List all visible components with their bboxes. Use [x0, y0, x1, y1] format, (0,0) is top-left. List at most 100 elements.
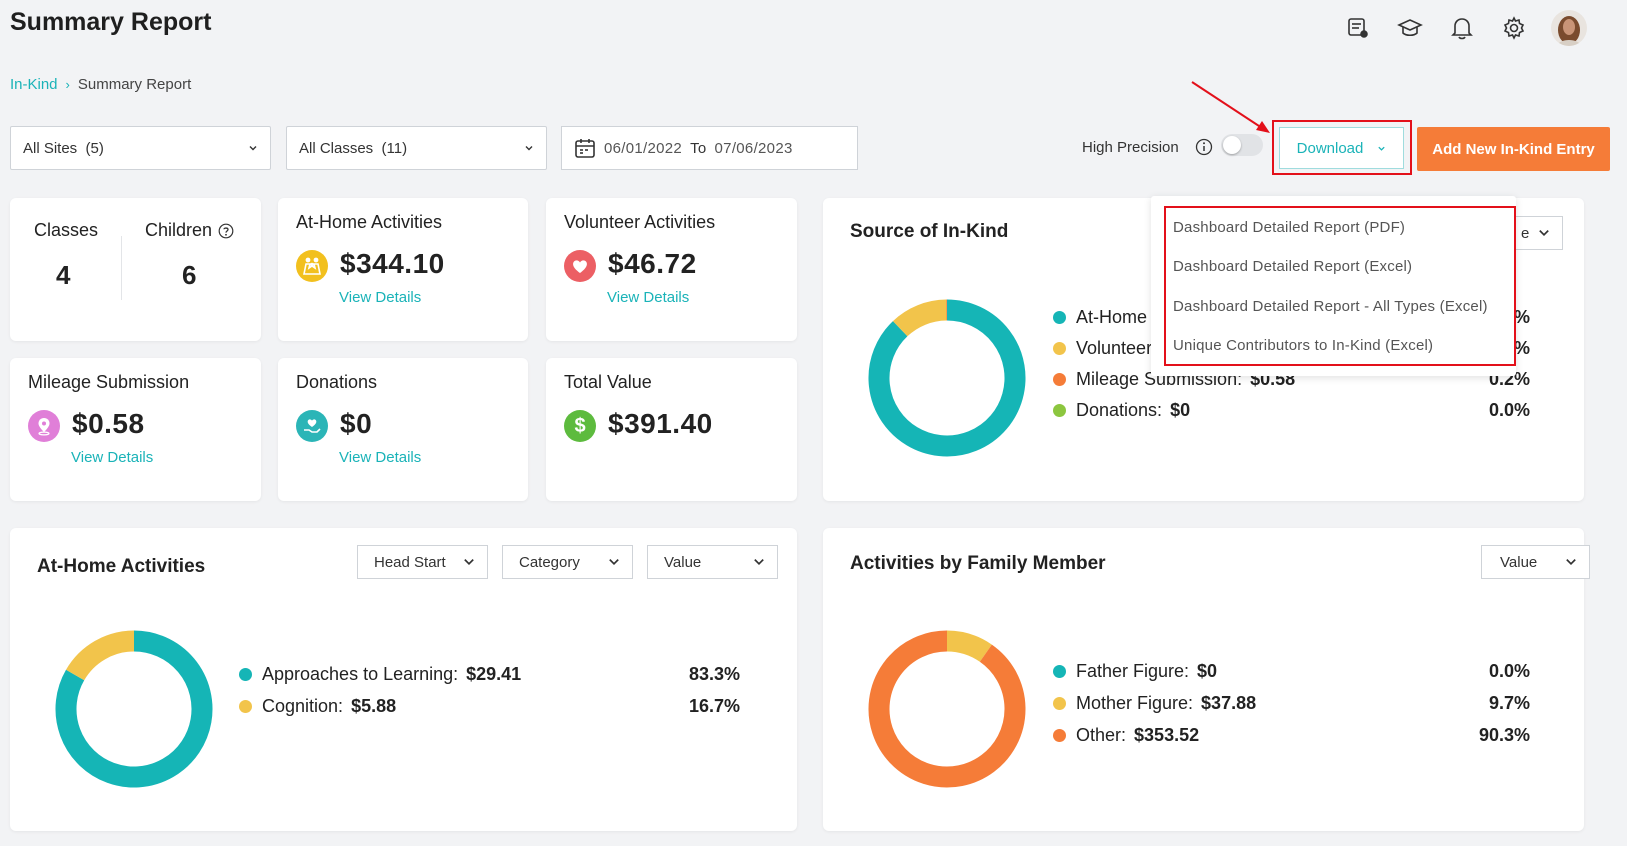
volunteer-view-details-link[interactable]: View Details [607, 289, 690, 306]
total-value-card: Total Value $ $391.40 [546, 358, 797, 501]
donations-card-title: Donations [296, 372, 378, 392]
family-legend-label: Father Figure: [1076, 661, 1190, 681]
at-home-view-details-link[interactable]: View Details [339, 289, 422, 306]
family-legend-item: Father Figure: $0 [1053, 661, 1217, 682]
at-home-donut-slice [66, 630, 135, 681]
chevron-down-icon [1566, 559, 1576, 565]
children-label-group: Children [145, 220, 234, 241]
menu-item-excel-report[interactable]: Dashboard Detailed Report (Excel) [1173, 258, 1413, 275]
at-home-legend-value: $5.88 [351, 696, 397, 716]
sites-select[interactable]: All Sites (5) [10, 126, 271, 170]
gear-icon[interactable] [1499, 13, 1529, 43]
at-home-donut-chart [55, 630, 213, 788]
classes-value: 4 [56, 260, 71, 290]
total-value-card-title: Total Value [564, 372, 652, 392]
volunteer-amount: $46.72 [608, 248, 697, 279]
source-legend-dot [1053, 373, 1066, 386]
download-button[interactable]: Download [1279, 127, 1404, 169]
source-legend-dot [1053, 311, 1066, 324]
report-icon[interactable] [1343, 13, 1373, 43]
at-home-card-title: At-Home Activities [296, 212, 443, 232]
source-donut-chart [868, 299, 1026, 457]
chevron-down-icon [249, 146, 257, 151]
high-precision-label: High Precision [1082, 139, 1179, 156]
source-legend-percent: 0.0% [1488, 400, 1530, 420]
category-select-value: Category [519, 553, 580, 571]
chevron-down-icon [609, 559, 619, 565]
volunteer-card: Volunteer Activities $46.72 View Details [546, 198, 797, 341]
family-legend-percent: 0.0% [1488, 661, 1530, 681]
family-select-value: Value [1500, 553, 1538, 571]
info-icon[interactable] [1195, 138, 1213, 156]
graduation-cap-icon[interactable] [1395, 13, 1425, 43]
source-legend-item: At-Home [1053, 307, 1147, 328]
avatar[interactable] [1551, 10, 1587, 46]
family-donut-slice [868, 630, 1026, 788]
family-legend-dot [1053, 697, 1066, 710]
children-label: Children [145, 220, 213, 240]
classes-select-value: All Classes (11) [299, 139, 408, 157]
high-precision-toggle[interactable] [1221, 134, 1263, 156]
chevron-down-icon [464, 559, 474, 565]
volunteer-card-title: Volunteer Activities [564, 212, 716, 232]
source-donut-slice [868, 299, 1026, 457]
page-title: Summary Report [10, 8, 212, 36]
family-legend-label: Other: [1076, 725, 1127, 745]
at-home-legend-value: $29.41 [466, 664, 522, 684]
add-in-kind-entry-button[interactable]: Add New In-Kind Entry [1417, 127, 1610, 171]
children-value: 6 [182, 260, 197, 290]
source-legend-label: Volunteer [1076, 338, 1153, 358]
source-legend-item: Volunteer [1053, 338, 1152, 359]
family-member-chart-card: Activities by Family Member Value Father… [823, 528, 1590, 831]
family-icon [296, 250, 328, 282]
top-toolbar [1343, 10, 1587, 46]
classes-children-card: Classes 4 Children 6 [10, 198, 261, 341]
download-dropdown-menu [1151, 196, 1516, 376]
date-from: 06/01/2022 [604, 139, 683, 157]
download-highlight-box [1272, 120, 1412, 175]
family-value-select[interactable]: Value [1481, 545, 1590, 579]
chevron-down-icon [1378, 146, 1386, 151]
chevron-down-icon [525, 146, 533, 151]
at-home-amount: $344.10 [340, 248, 445, 279]
breadcrumb-in-kind-link[interactable]: In-Kind [10, 76, 58, 93]
at-home-value-select-value: Value [664, 553, 702, 571]
bell-icon[interactable] [1447, 13, 1477, 43]
family-legend-label: Mother Figure: [1076, 693, 1194, 713]
menu-item-unique-contributors[interactable]: Unique Contributors to In-Kind (Excel) [1173, 337, 1434, 354]
source-legend-dot [1053, 342, 1066, 355]
classes-select[interactable]: All Classes (11) [286, 126, 547, 170]
source-chart-title: Source of In-Kind [850, 221, 1009, 242]
family-legend-item: Mother Figure: $37.88 [1053, 693, 1256, 714]
at-home-card: At-Home Activities $344.10 View Details [278, 198, 528, 341]
at-home-chart-title: At-Home Activities [37, 556, 206, 577]
help-icon[interactable] [218, 223, 234, 239]
toggle-knob [1223, 136, 1241, 154]
at-home-legend-dot [239, 700, 252, 713]
at-home-value-select[interactable]: Value [647, 545, 778, 579]
at-home-legend-item: Approaches to Learning: $29.41 [239, 664, 521, 685]
at-home-donut-slice [55, 630, 213, 788]
date-range-picker[interactable]: 06/01/2022 To 07/06/2023 [561, 126, 858, 170]
head-start-select-value: Head Start [374, 553, 446, 571]
family-chart-title: Activities by Family Member [850, 553, 1106, 574]
family-legend-item: Other: $353.52 [1053, 725, 1199, 746]
at-home-legend-percent: 16.7% [688, 696, 740, 716]
source-donut-slice [892, 299, 947, 337]
donations-amount: $0 [340, 408, 373, 439]
source-legend-dot [1053, 404, 1066, 417]
menu-item-pdf-report[interactable]: Dashboard Detailed Report (PDF) [1173, 219, 1406, 236]
source-legend-label: At-Home [1076, 307, 1148, 327]
source-legend-label: Donations: [1076, 400, 1163, 420]
dollar-icon: $ [564, 410, 596, 442]
category-select[interactable]: Category [502, 545, 633, 579]
mileage-amount: $0.58 [72, 408, 145, 439]
donations-view-details-link[interactable]: View Details [339, 449, 422, 466]
family-legend-value: $353.52 [1134, 725, 1200, 745]
mileage-view-details-link[interactable]: View Details [71, 449, 154, 466]
family-donut-slice [946, 630, 992, 663]
donation-hand-icon [296, 410, 328, 442]
download-label: Download [1296, 139, 1364, 157]
head-start-select[interactable]: Head Start [357, 545, 488, 579]
menu-item-all-types-report[interactable]: Dashboard Detailed Report - All Types (E… [1173, 298, 1488, 315]
